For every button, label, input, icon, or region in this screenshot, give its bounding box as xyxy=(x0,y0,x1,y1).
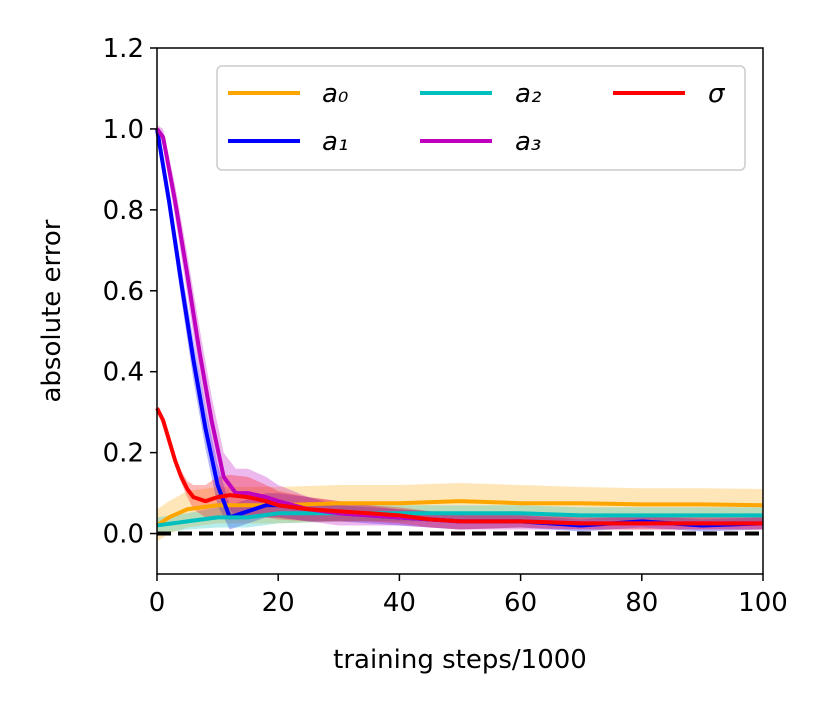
x-axis-label: training steps/1000 xyxy=(333,645,587,675)
legend-label: a₀ xyxy=(322,79,349,109)
y-tick-label: 0.4 xyxy=(103,358,144,388)
x-tick-label: 100 xyxy=(738,588,788,618)
legend-label: a₁ xyxy=(322,127,348,157)
series-3-line xyxy=(156,511,763,528)
x-tick-label: 40 xyxy=(383,588,416,618)
x-axis-ticks: 0 20 40 60 80 100 xyxy=(149,574,788,618)
y-tick-label: 0.8 xyxy=(103,196,144,226)
x-tick-label: 20 xyxy=(262,588,295,618)
x-tick-label: 60 xyxy=(504,588,537,618)
y-tick-label: 0.0 xyxy=(103,520,144,550)
series-5-band xyxy=(157,408,763,530)
series-lines xyxy=(155,127,764,528)
y-axis-ticks: 0.0 0.2 0.4 0.6 0.8 1.0 1.2 xyxy=(103,34,157,550)
legend-label: a₃ xyxy=(515,127,541,157)
plot-frame xyxy=(156,47,764,575)
y-axis-label: absolute error xyxy=(37,219,67,402)
legend-label: σ xyxy=(708,79,726,109)
y-tick-label: 1.0 xyxy=(103,115,144,145)
legend: a₀ a₁ a₂ a₃ σ xyxy=(216,65,746,171)
legend-label: a₂ xyxy=(515,79,541,109)
y-tick-label: 0.6 xyxy=(103,277,144,307)
legend-box xyxy=(216,65,746,171)
series-2-band xyxy=(157,124,763,532)
y-tick-label: 1.2 xyxy=(103,34,144,64)
x-tick-label: 0 xyxy=(149,588,166,618)
y-tick-label: 0.2 xyxy=(103,439,144,469)
x-tick-label: 80 xyxy=(625,588,658,618)
series-5-line xyxy=(155,407,763,526)
series-1-line xyxy=(155,499,764,528)
